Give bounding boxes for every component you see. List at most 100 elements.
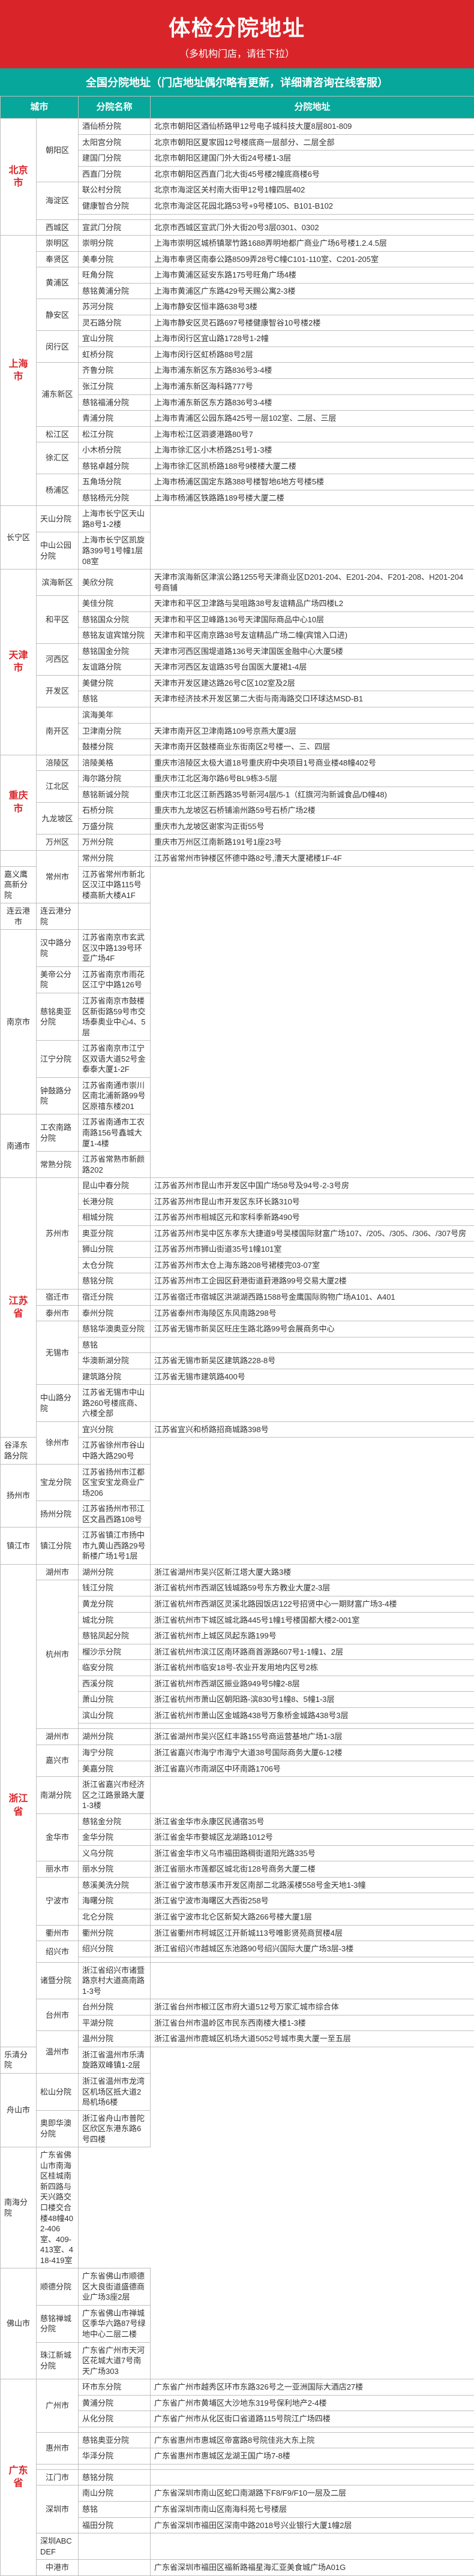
- cell-addr: 重庆市九龙坡区谢家沟正街55号: [151, 818, 474, 834]
- table-row: 惠州市慈铭奥亚分院广东省惠州市惠城区帝富路8号院佳兆大东上院: [1, 2432, 474, 2448]
- cell-branch: 珠江新城分院: [37, 2342, 79, 2379]
- cell-branch: 太阳宫分院: [79, 134, 151, 150]
- cell-district: 广州市: [37, 2379, 79, 2433]
- cell-addr: 北京市朝阳区西直门北大街45号楼2幢底商楼6号: [151, 166, 474, 182]
- cell-addr: 江苏省扬州市邗江区文昌西路108号: [79, 1501, 151, 1527]
- cell-branch: 汉中路分院: [37, 930, 79, 967]
- cell-branch: 从化分院: [79, 2411, 151, 2427]
- cell-district: 连云港市: [1, 903, 37, 930]
- table-row: 扬州市宝龙分院江苏省扬州市江都区宝安宝龙商业广场206: [1, 1464, 474, 1501]
- cell-addr: 江苏省无锡市新吴区旺庄生路北路99号会展商务中心: [151, 1321, 474, 1337]
- cell-addr: 上海市闵行区宜山路1728号1-2幢: [151, 331, 474, 347]
- cell-addr: 江苏省无锡市建筑路400号: [151, 1369, 474, 1385]
- cell-branch: 常熟分院: [37, 1152, 79, 1178]
- cell-addr: 浙江省丽水市莲都区城北街128号商务大厦二楼: [151, 1861, 474, 1878]
- cell-addr: 浙江省衢州市柯城区江开新城113号唯影贤苑商贸楼4层: [151, 1925, 474, 1941]
- cell-addr: 广东省佛山市顺德区大良街道盛德商业广场3座2层: [79, 2268, 151, 2306]
- cell-branch: 西直门分院: [79, 166, 151, 182]
- cell-addr: [151, 2469, 474, 2485]
- cell-addr: [151, 214, 474, 219]
- cell-branch: 慈铭国众分院: [79, 611, 151, 628]
- cell-district: 台州市: [37, 1999, 79, 2031]
- cell-addr: 浙江省杭州市临安18号-农业开发用地内区号2栋: [151, 1660, 474, 1676]
- cell-addr: 浙江省绍兴市诸暨路京村大道高南路1-3号: [79, 1962, 151, 1999]
- cell-branch: 萧山分院: [79, 1692, 151, 1708]
- cell-district: 舟山市: [1, 2073, 37, 2147]
- branch-table: 城市 分院名称 分院地址 北京市朝阳区酒仙桥分院北京市朝阳区酒仙桥路甲12号电子…: [0, 96, 474, 2576]
- cell-city: 广东省: [1, 2379, 37, 2576]
- cell-addr: 浙江省杭州市萧山区朝阳路-滨830号1幢8、5幢1-3层: [151, 1692, 474, 1708]
- cell-branch: [79, 2427, 151, 2432]
- table-row: 黄浦区旺角分院上海市黄浦区延安东路175号旺角广场4楼: [1, 267, 474, 284]
- cell-addr: 上海市浦东新区东方路836号3-4楼: [151, 394, 474, 411]
- cell-branch: 北仑分院: [79, 1909, 151, 1925]
- cell-branch: 嘉义鹰高新分院: [1, 866, 37, 903]
- cell-addr: 广东省惠州市惠城区龙湖王国广场7-8楼: [151, 2448, 474, 2464]
- cell-addr: 广东省广州市从化区街口省道路115号院江广场四楼: [151, 2411, 474, 2427]
- cell-branch: 慈铭华澳奥亚分院: [79, 1321, 151, 1337]
- cell-addr: 浙江省台州市椒江区市府大道512号万家汇城市综合体: [151, 1999, 474, 2015]
- cell-addr: 江苏省常州市新北区汉江中路115号楼高新大楼A1F: [79, 866, 151, 903]
- cell-district: 万州区: [37, 834, 79, 851]
- cell-addr: 广东省深圳市南山区蛇口南湖路下F8/F9/F10一层及二层: [151, 2485, 474, 2502]
- cell-branch: 滨山分院: [79, 1707, 151, 1724]
- cell-addr: 天津市南开区卫津南路109号京燕大厦3层: [151, 723, 474, 739]
- cell-addr: 浙江省金华市永康区民通宿35号: [151, 1813, 474, 1830]
- cell-branch: 建国门分院: [79, 150, 151, 167]
- cell-branch: 慈铭禅城分院: [37, 2305, 79, 2342]
- cell-addr: 浙江省金华市义乌市福田路稠街道阳光路335号: [151, 1845, 474, 1861]
- cell-branch: 慈铭福浦分院: [79, 394, 151, 411]
- cell-branch: 卫津南分院: [79, 723, 151, 739]
- cell-addr: [151, 1724, 474, 1729]
- cell-district: 南京市: [1, 930, 37, 1114]
- cell-branch: 中山路分院: [37, 1385, 79, 1422]
- cell-district: 徐州市: [37, 1421, 79, 1464]
- cell-addr: [79, 903, 151, 930]
- cell-branch: 慈铭分院: [79, 2469, 151, 2485]
- cell-addr: 江苏省无锡市中山路260号楼底商、六楼全部: [79, 1385, 151, 1422]
- cell-addr: 上海市奉贤区南泰公路8509弄28号C幢C101-110室、C201-205室: [151, 251, 474, 267]
- cell-addr: 浙江省温州市龙湾区机场区抵大道2局机场6楼: [79, 2073, 151, 2110]
- cell-branch: 虹桥分院: [79, 347, 151, 363]
- cell-city: 重庆市: [1, 755, 37, 850]
- cell-branch: 黄龙分院: [79, 1596, 151, 1613]
- cell-branch: 江宁分院: [37, 1041, 79, 1078]
- cell-addr: 上海市杨浦区国定东路388号楼智地6地方号楼5楼: [151, 474, 474, 490]
- cell-addr: 浙江省金华市婺城区龙湖路1012号: [151, 1830, 474, 1846]
- cell-addr: 天津市开发区建达路26号C区102室及2层: [151, 675, 474, 691]
- cell-addr: 天津市南开区鼓楼商业东街南区2号楼一、三、四层: [151, 739, 474, 755]
- cell-addr: 浙江省湖州市吴兴区新江塔大厦大路3楼: [151, 1564, 474, 1580]
- cell-addr: 浙江省杭州市上城区凤起东路199号: [151, 1628, 474, 1644]
- cell-branch: 海曙分院: [79, 1893, 151, 1909]
- cell-branch: 慈铭黄浦分院: [79, 283, 151, 299]
- table-row: 钟鼓路分院江苏省南通市崇川区南北浦新路99号区原禧东楼201: [1, 1077, 474, 1114]
- table-row: 奉贤区美奉分院上海市奉贤区南泰公路8509弄28号C幢C101-110室、C20…: [1, 251, 474, 267]
- table-row: 南京市汉中路分院江苏省南京市玄武区汉中路139号环亚广场4F: [1, 930, 474, 967]
- cell-branch: 义乌分院: [79, 1845, 151, 1861]
- cell-branch: 台州分院: [79, 1999, 151, 2015]
- cell-branch: 南湖分院: [37, 1777, 79, 1814]
- cell-branch: 海尔路分院: [79, 771, 151, 787]
- table-row: 万州区万州分院重庆市万州区江南新路191号1座23号: [1, 834, 474, 851]
- table-row: 河西区慈铭国金分院天津市河西区围堤道路136号天津国医金融中心大厦5楼: [1, 643, 474, 659]
- table-row: 江北区海尔路分院重庆市江北区海尔路6号BL9栋3-5层: [1, 771, 474, 787]
- cell-branch: 环市东分院: [79, 2379, 151, 2396]
- table-row: 徐汇区小木桥分院上海市徐汇区小木桥路251号1-3楼: [1, 442, 474, 459]
- cell-addr: 北京市朝阳区建国门外大街24号楼1-3层: [151, 150, 474, 167]
- cell-addr: 浙江省温州市鹿城区机场大道5052号城市奥大厦一至五层: [151, 2031, 474, 2047]
- cell-branch: 榴沙示分院: [79, 1644, 151, 1660]
- cell-addr: 江苏省常州市钟楼区怀德中路82号,漕天大厦裙楼1F-4F: [151, 850, 474, 866]
- cell-addr: 江苏省常熟市新颜路202: [79, 1152, 151, 1178]
- table-row: 常熟分院江苏省常熟市新颜路202: [1, 1152, 474, 1178]
- cell-branch: 慈铭: [79, 691, 151, 707]
- cell-addr: 浙江省杭州市滨江区南环路商首源路607号1-1幢1、2层: [151, 1644, 474, 1660]
- table-row: 佛山市顺德分院广东省佛山市顺德区大良街道盛德商业广场3座2层: [1, 2268, 474, 2306]
- cell-branch: 慈铭: [79, 1337, 151, 1353]
- cell-addr: 江苏省苏州市相城区元和家科季新路490号: [151, 1210, 474, 1226]
- cell-addr: 北京市海淀区关村南大街甲12号1幢四层402: [151, 182, 474, 198]
- cell-district: 湖州市: [37, 1729, 79, 1745]
- page-header: 体检分院地址 （多机构门店，请往下拉）: [0, 0, 474, 68]
- cell-addr: 天津市和平区卫峰路136号天津国际商品中心10层: [151, 611, 474, 628]
- cell-addr: 浙江省嘉兴市南湖区中环南路1706号: [151, 1761, 474, 1777]
- cell-branch: 联公村分院: [79, 182, 151, 198]
